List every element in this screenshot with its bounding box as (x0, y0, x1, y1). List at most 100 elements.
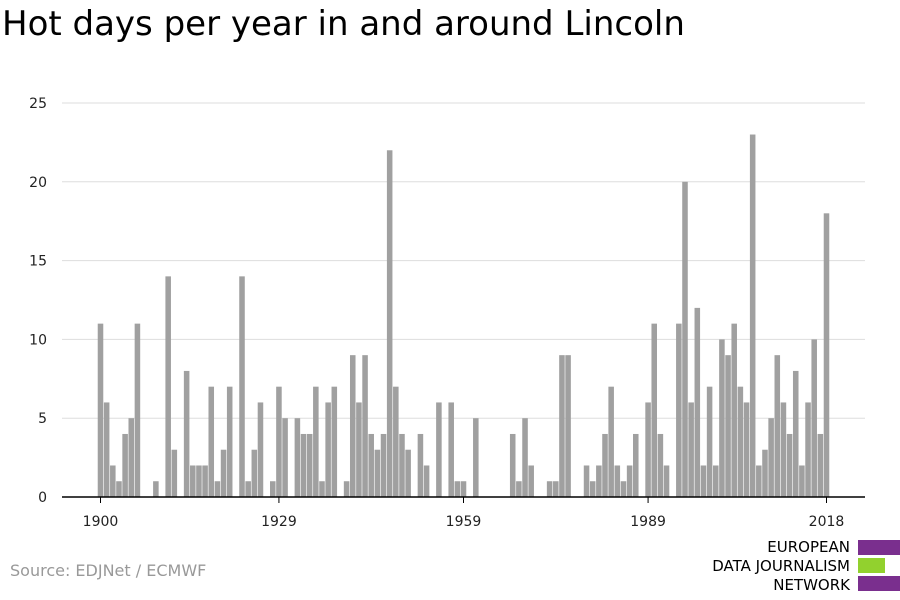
x-tick-label: 1929 (261, 514, 297, 530)
bar (239, 276, 245, 497)
bar (756, 465, 762, 497)
bar (559, 355, 565, 497)
bar (294, 418, 301, 497)
bar (153, 481, 159, 497)
bar (602, 433, 608, 497)
bar (331, 386, 338, 497)
bar (694, 307, 701, 497)
bar (633, 433, 639, 497)
y-tick-label: 25 (29, 96, 47, 112)
bar (380, 433, 387, 497)
bar (509, 433, 516, 497)
bar (737, 386, 744, 497)
y-tick-label: 20 (29, 175, 47, 191)
logo-line-3: NETWORK (773, 576, 850, 594)
bar (682, 181, 688, 498)
bar (405, 449, 411, 497)
bar (276, 386, 282, 497)
bar (110, 465, 116, 497)
axes: 0 5 10 15 20 25 1900 1929 1959 1989 2018 (29, 96, 865, 530)
gridlines (62, 102, 865, 419)
bar (780, 402, 787, 497)
logo-bar-bottom (858, 576, 900, 591)
bars (97, 134, 830, 498)
bar (448, 402, 454, 497)
bar (196, 465, 202, 497)
bar (454, 481, 461, 497)
bar (362, 355, 368, 497)
bar (202, 465, 208, 497)
bar (386, 150, 393, 497)
bar (663, 465, 670, 497)
bar (614, 465, 621, 497)
bar (183, 370, 190, 497)
bar (300, 433, 307, 497)
bar (226, 386, 233, 497)
bar (368, 433, 374, 497)
bar (706, 386, 713, 497)
x-tick-label: 1900 (83, 514, 119, 530)
edjnet-logo: EUROPEAN DATA JOURNALISM NETWORK (700, 534, 900, 598)
bar-chart: 0 5 10 15 20 25 1900 1929 1959 1989 2018 (29, 96, 865, 530)
bar (103, 402, 110, 497)
bar (165, 276, 171, 497)
bar (270, 481, 276, 497)
bar (762, 449, 768, 497)
bar (423, 465, 430, 497)
bar (608, 386, 614, 497)
bar (251, 449, 258, 497)
logo-bar-top (858, 540, 900, 555)
bar (257, 402, 264, 497)
bar (645, 402, 651, 497)
bar (565, 355, 571, 497)
bar (343, 481, 350, 497)
bar (128, 418, 135, 497)
bar (436, 402, 442, 497)
bar (805, 402, 811, 497)
y-tick-label: 5 (38, 411, 47, 427)
bar (516, 481, 522, 497)
bar (313, 386, 319, 497)
bar (676, 323, 682, 497)
bar (97, 323, 104, 497)
bar (325, 402, 331, 497)
bar (546, 481, 553, 497)
bar (214, 481, 221, 497)
bar (417, 433, 424, 497)
bar (399, 433, 405, 497)
x-tick-label: 1989 (630, 514, 666, 530)
bar (460, 481, 467, 497)
bar (190, 465, 196, 497)
logo-line-2: DATA JOURNALISM (712, 557, 850, 575)
bar (700, 465, 707, 497)
bar (823, 213, 830, 497)
bar (792, 370, 799, 497)
bar (799, 465, 805, 497)
bar (811, 339, 817, 497)
bar (528, 465, 534, 497)
bar (122, 433, 128, 497)
bar (208, 386, 215, 497)
bar (786, 433, 793, 497)
bar (473, 418, 479, 497)
bar (731, 323, 737, 497)
bar (522, 418, 528, 497)
chart-title: Hot days per year in and around Lincoln (2, 4, 685, 44)
bar (220, 449, 227, 497)
bar (626, 465, 633, 497)
bar (620, 481, 627, 497)
bar (553, 481, 559, 497)
x-tick-label: 2018 (809, 514, 845, 530)
bar (749, 134, 756, 497)
logo-bar-middle (858, 558, 885, 573)
bar (134, 323, 141, 497)
bar (282, 418, 288, 497)
bar (393, 386, 399, 497)
bar (651, 323, 657, 497)
bar (589, 481, 596, 497)
bar (116, 481, 122, 497)
bar (306, 433, 313, 497)
y-tick-label: 10 (29, 332, 47, 348)
bar (817, 433, 824, 497)
y-tick-label: 0 (38, 490, 47, 506)
